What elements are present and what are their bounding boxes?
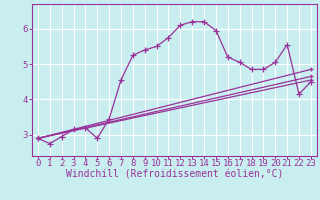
X-axis label: Windchill (Refroidissement éolien,°C): Windchill (Refroidissement éolien,°C) [66, 170, 283, 180]
